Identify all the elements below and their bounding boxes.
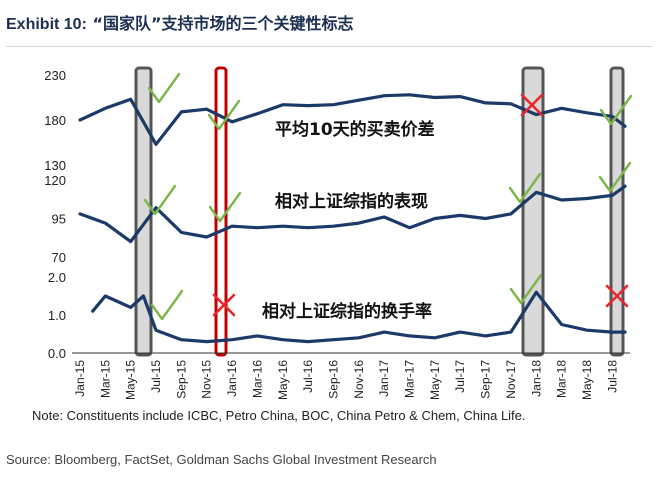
ytick-label-panel2: 70 <box>52 250 66 265</box>
xtick-label: Jan-15 <box>73 360 87 397</box>
title-prefix: Exhibit 10: <box>6 16 87 33</box>
xtick-label: May-15 <box>124 360 138 400</box>
series-line-panel3 <box>91 290 627 344</box>
ytick-label-panel1: 130 <box>44 158 66 173</box>
xtick-label: Jul-17 <box>453 360 467 393</box>
highlight-box-gray-1 <box>521 66 545 357</box>
xtick-label: Sep-16 <box>327 360 341 399</box>
xtick-label: Jan-18 <box>529 360 543 397</box>
cross-stroke <box>605 284 629 308</box>
xtick-label: Jul-18 <box>605 360 619 393</box>
series-label-panel2: 相对上证综指的表现 <box>275 191 428 212</box>
title-divider <box>6 46 652 47</box>
cross-icon <box>520 93 544 117</box>
ytick-label-panel2: 95 <box>52 212 66 227</box>
check-icon <box>508 172 542 204</box>
check-icon <box>207 99 241 131</box>
xtick-label: Mar-18 <box>555 360 569 398</box>
check-icon <box>143 184 177 216</box>
xtick-label: Nov-15 <box>200 360 214 399</box>
xtick-label: Jan-16 <box>225 360 239 397</box>
page-title: Exhibit 10: “国家队”支持市场的三个关键性标志 <box>6 10 354 34</box>
highlight-box-gray-0 <box>134 66 153 357</box>
highlight-box-gray-2 <box>609 66 625 357</box>
series-line-panel1 <box>78 93 627 146</box>
xtick-label: Mar-17 <box>403 360 417 398</box>
check-icon <box>150 289 184 321</box>
series-label-panel1: 平均10天的买卖价差 <box>275 119 435 140</box>
ytick-label-panel1: 230 <box>44 68 66 83</box>
ytick-label-panel3: 0.0 <box>48 346 66 361</box>
check-icon <box>208 191 242 223</box>
xtick-label: Mar-15 <box>98 360 112 398</box>
ytick-label-panel2: 120 <box>44 173 66 188</box>
cross-stroke <box>520 93 544 117</box>
check-icon <box>509 273 543 305</box>
cross-icon <box>605 284 629 308</box>
xtick-label: Nov-16 <box>352 360 366 399</box>
xtick-label: May-17 <box>428 360 442 400</box>
xtick-label: Jan-17 <box>377 360 391 397</box>
xtick-label: Nov-17 <box>504 360 518 399</box>
ytick-label-panel3: 2.0 <box>48 270 66 285</box>
source-line: Source: Bloomberg, FactSet, Goldman Sach… <box>6 452 437 467</box>
ytick-label-panel1: 180 <box>44 113 66 128</box>
cross-icon <box>212 293 236 317</box>
xtick-label: Sep-17 <box>479 360 493 399</box>
series-line-panel2 <box>78 184 627 244</box>
xtick-label: Jul-16 <box>301 360 315 393</box>
check-icon <box>599 94 633 126</box>
chart-note: Note: Constituents include ICBC, Petro C… <box>32 408 526 423</box>
xtick-label: May-16 <box>276 360 290 400</box>
check-icon <box>147 72 181 104</box>
xtick-label: Jul-15 <box>149 360 163 393</box>
xtick-label: May-18 <box>580 360 594 400</box>
xtick-label: Sep-15 <box>174 360 188 399</box>
cross-stroke <box>212 293 236 317</box>
ytick-label-panel3: 1.0 <box>48 308 66 323</box>
title-text: “国家队”支持市场的三个关键性标志 <box>92 14 354 33</box>
check-icon <box>598 161 632 193</box>
stacked-line-chart: 230 180 130 平均10天的买卖价差 120 95 70 相对上证综指的表现 2.0 1.… <box>44 66 633 400</box>
series-label-panel3: 相对上证综指的换手率 <box>262 301 432 322</box>
xtick-label: Mar-16 <box>250 360 264 398</box>
